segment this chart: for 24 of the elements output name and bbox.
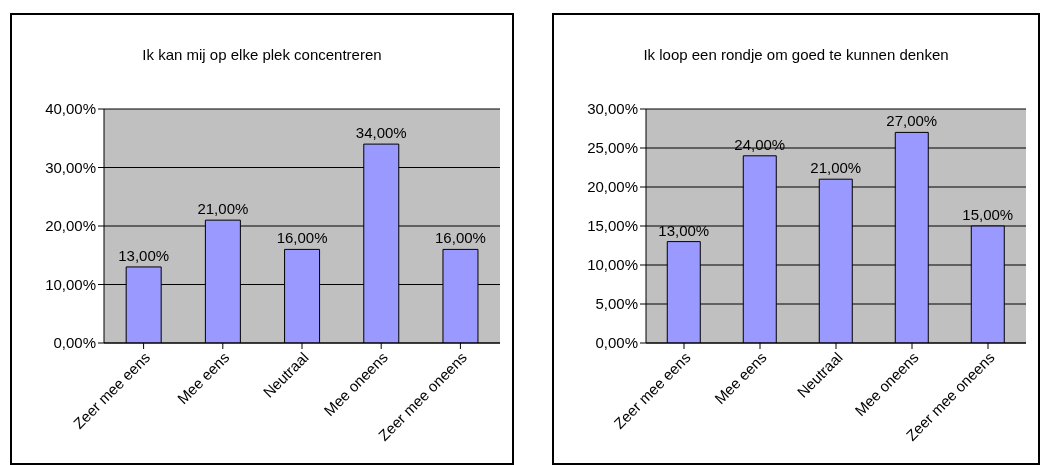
chart-title: Ik kan mij op elke plek concentreren [142,44,382,65]
y-tick-label: 30,00% [45,158,96,176]
data-label: 27,00% [886,112,938,130]
y-tick-label: 10,00% [45,275,96,293]
data-label: 21,00% [810,159,862,177]
y-tick-label: 20,00% [587,178,638,196]
data-label: 13,00% [658,221,710,239]
y-tick-label: 0,00% [595,334,638,352]
y-tick-label: 5,00% [595,295,638,313]
y-tick-label: 10,00% [587,256,638,274]
data-label: 16,00% [435,229,486,247]
y-tick-label: 0,00% [53,334,96,352]
y-tick-label: 15,00% [587,217,638,235]
data-label: 15,00% [962,206,1014,223]
y-tick-label: 25,00% [587,139,638,157]
chart-title: Ik loop een rondje om goed te kunnen denken [643,44,949,65]
y-tick-label: 30,00% [587,100,638,118]
data-label: 13,00% [118,246,170,264]
data-label: 34,00% [355,124,407,142]
data-label: 24,00% [734,135,786,153]
y-tick-label: 40,00% [45,100,96,118]
y-tick-label: 20,00% [45,217,96,235]
data-label: 16,00% [276,229,328,247]
data-label: 21,00% [197,200,249,218]
